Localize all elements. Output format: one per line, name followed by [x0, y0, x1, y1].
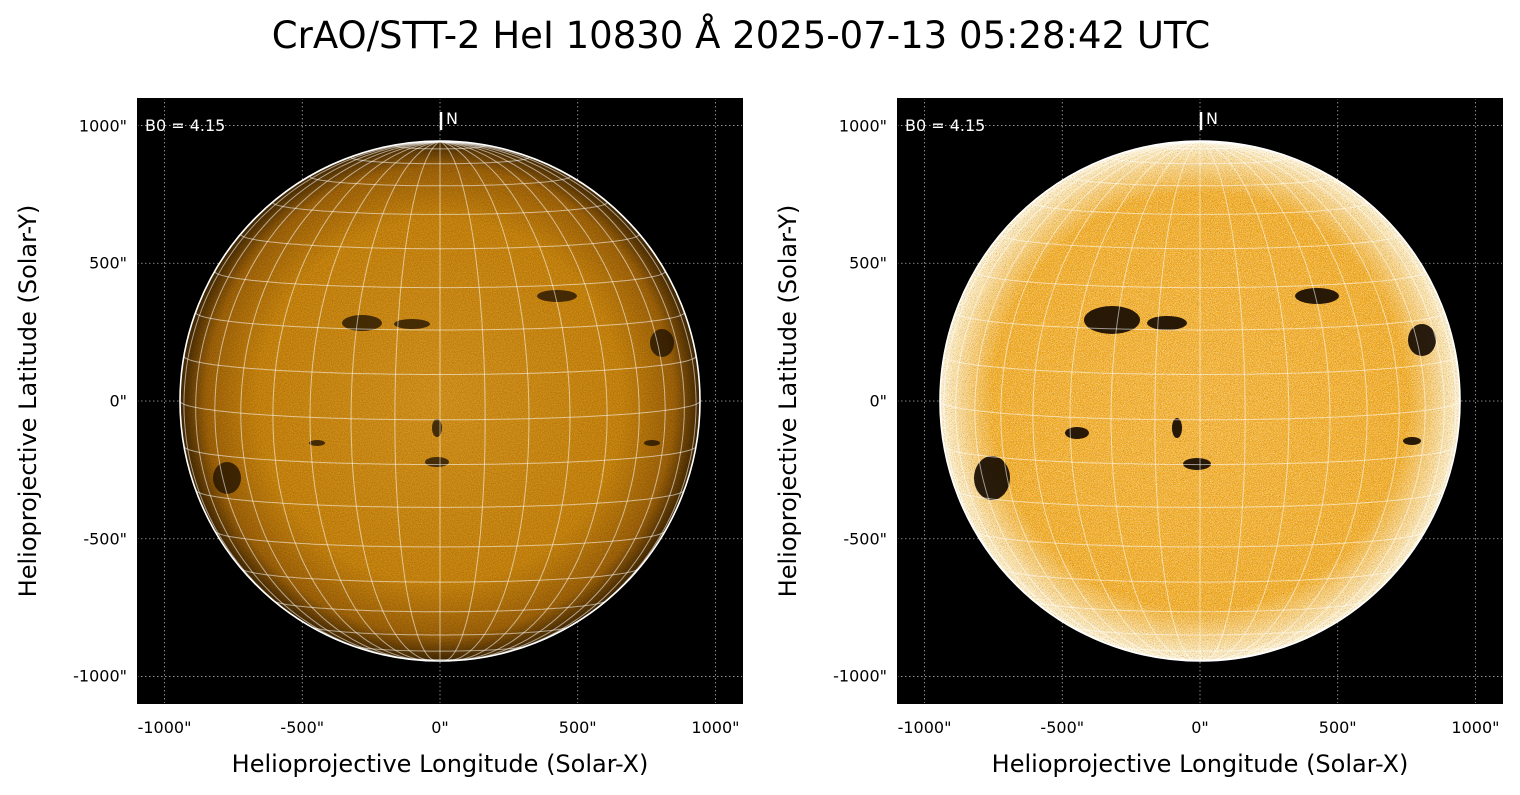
heliographic-gridline [394, 145, 486, 150]
heliographic-gridline [1110, 157, 1290, 165]
heliographic-gridline [195, 489, 685, 508]
heliographic-gridline [943, 355, 1457, 375]
heliographic-gridline [394, 141, 441, 661]
heliographic-gridline [240, 141, 441, 660]
y-axis-label-left: Helioprojective Latitude (Solar-Y) [14, 204, 42, 598]
y-tick-label: 0" [109, 391, 127, 411]
y-tick-label: -1000" [73, 666, 127, 686]
heliographic-gridline [955, 312, 1445, 331]
y-tick-label: -1000" [833, 666, 887, 686]
limb-circle [939, 140, 1461, 662]
heliographic-gridline [1154, 145, 1246, 150]
heliographic-gridline [273, 600, 607, 613]
dark-filaments [213, 290, 674, 494]
heliographic-gridline [180, 400, 700, 421]
heliographic-gridline [1000, 568, 1400, 583]
heliographic-gridline [439, 141, 608, 661]
b0-label: B0 = 4.15 [145, 116, 225, 135]
x-tick-label: -500" [1040, 718, 1085, 737]
x-tick-label: -500" [280, 718, 325, 737]
heliographic-gridline [183, 355, 697, 375]
heliographic-gridline [940, 400, 1460, 421]
heliographic-gridline [1000, 234, 1400, 250]
heliographic-gridline [955, 489, 1445, 508]
heliographic-gridline [215, 531, 665, 548]
solar-image-left: N B0 = 4.15 [137, 98, 743, 704]
b0-label: B0 = 4.15 [905, 116, 985, 135]
solar-image-panel-left: N B0 = 4.15 [137, 98, 743, 704]
heliographic-gridline [974, 141, 1201, 659]
heliographic-gridline [1199, 141, 1246, 661]
heliographic-gridline [439, 141, 530, 661]
x-tick-label: 500" [558, 718, 597, 737]
y-tick-label: 500" [89, 253, 127, 273]
heliographic-gridline [943, 446, 1457, 466]
heliographic-gridline [1154, 141, 1201, 661]
y-tick-label: -500" [83, 529, 127, 549]
heliographic-gridline [1199, 141, 1426, 659]
heliographic-gridline [1199, 141, 1290, 661]
heliographic-gridline [1000, 141, 1201, 660]
heliographic-gridline [240, 234, 640, 250]
axes-frame [897, 98, 1503, 704]
heliographic-gridline [1110, 141, 1201, 661]
heliographic-gridline [975, 531, 1425, 548]
north-label: N [1206, 109, 1218, 128]
x-axis-label-right: Helioprojective Longitude (Solar-X) [991, 750, 1409, 778]
figure-title: CrAO/STT-2 HeI 10830 Å 2025-07-13 05:28:… [271, 14, 1211, 57]
heliographic-gridline [1033, 600, 1367, 613]
y-tick-label: 500" [849, 253, 887, 273]
heliographic-gridline [350, 141, 441, 661]
solar-image-panel-right: N B0 = 4.15 [897, 98, 1503, 704]
heliographic-gridline [439, 141, 486, 661]
y-tick-label: -500" [843, 529, 887, 549]
heliographic-gridline [1069, 141, 1201, 661]
heliographic-gridline [214, 141, 441, 659]
heliographic-gridline [272, 202, 608, 215]
heliographic-gridline [272, 141, 441, 661]
heliographic-gridline [439, 141, 666, 659]
heliographic-gridline [309, 176, 571, 187]
heliographic-gridline [439, 141, 640, 660]
heliographic-gridline [195, 312, 685, 331]
x-tick-label: -1000" [897, 718, 952, 737]
heliographic-gridline [214, 271, 666, 289]
heliographic-gridline [183, 446, 697, 466]
limb-circle [179, 140, 701, 662]
heliographic-gridline [1112, 645, 1288, 652]
heliographic-gridline [1032, 141, 1201, 661]
heliographic-gridline [1199, 141, 1331, 661]
y-axis-label-right: Helioprojective Latitude (Solar-Y) [774, 204, 802, 598]
heliographic-gridline [352, 645, 528, 652]
heliographic-gridline [311, 626, 569, 636]
x-tick-label: 0" [1191, 718, 1209, 737]
heliographic-gridline [1199, 141, 1368, 661]
x-tick-label: 0" [431, 718, 449, 737]
x-tick-label: 1000" [691, 718, 740, 737]
heliographic-gridline [350, 157, 530, 165]
axes-frame [137, 98, 743, 704]
heliographic-gridline [1071, 626, 1329, 636]
heliographic-gridline [309, 141, 441, 661]
x-tick-label: 500" [1318, 718, 1357, 737]
heliographic-gridline [1069, 176, 1331, 187]
heliographic-gridline [240, 568, 640, 583]
x-axis-label-left: Helioprojective Longitude (Solar-X) [231, 750, 649, 778]
heliographic-gridline [1032, 202, 1368, 215]
north-label: N [446, 109, 458, 128]
heliographic-gridline [1199, 141, 1400, 660]
x-tick-label: 1000" [1451, 718, 1500, 737]
heliographic-gridline [974, 271, 1426, 289]
solar-image-right: N B0 = 4.15 [897, 98, 1503, 704]
heliographic-gridline [439, 141, 571, 661]
y-tick-label: 1000" [838, 116, 887, 136]
y-tick-label: 1000" [78, 116, 127, 136]
y-tick-label: 0" [869, 391, 887, 411]
x-tick-label: -1000" [137, 718, 192, 737]
